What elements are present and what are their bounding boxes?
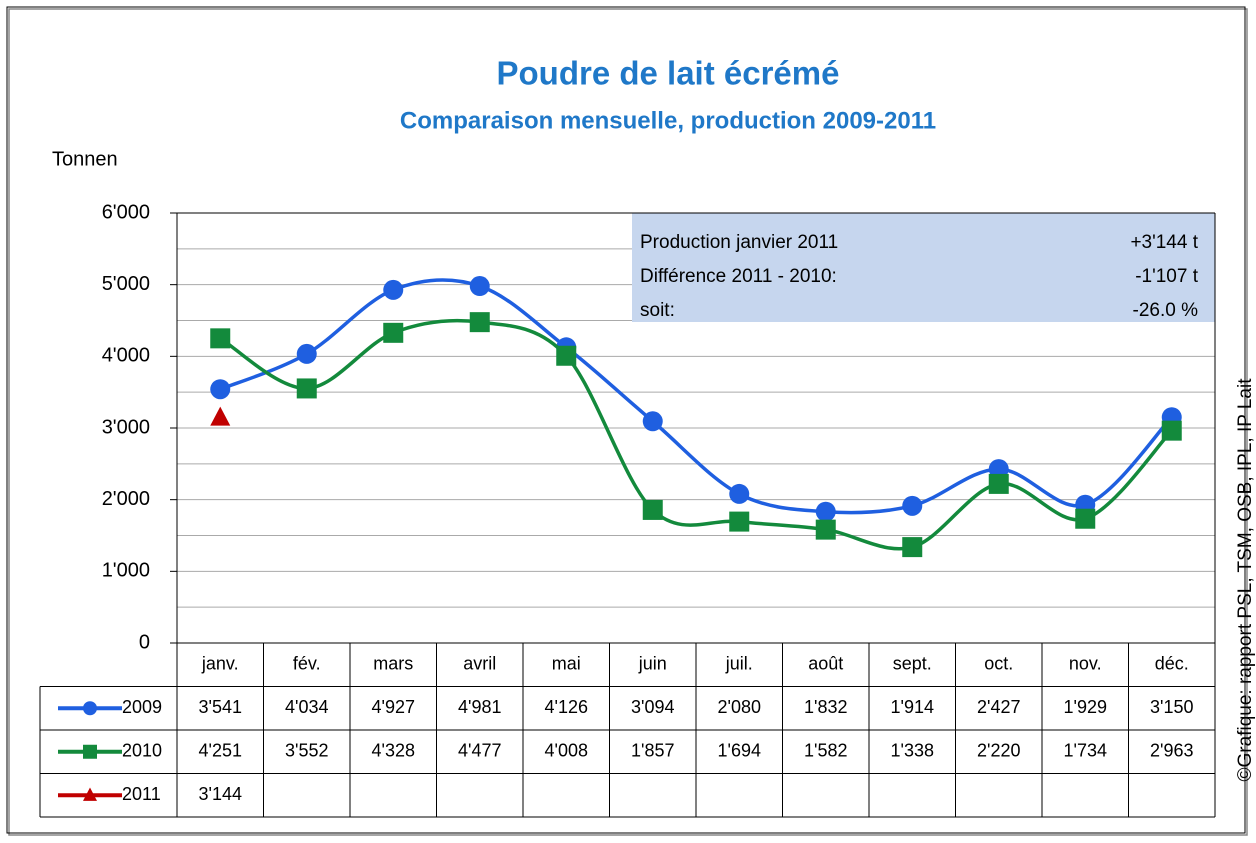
point bbox=[902, 537, 923, 558]
table-value: 3'552 bbox=[285, 741, 328, 761]
point bbox=[642, 499, 663, 520]
table-value: 1'914 bbox=[891, 697, 934, 717]
point bbox=[988, 473, 1009, 494]
y-tick-label: 6'000 bbox=[102, 201, 150, 223]
point bbox=[729, 511, 750, 532]
x-tick-label: avril bbox=[463, 654, 496, 674]
point bbox=[1075, 508, 1096, 529]
info-label: Différence 2011 - 2010: bbox=[640, 266, 837, 287]
table-value: 4'477 bbox=[458, 741, 501, 761]
point bbox=[296, 343, 317, 364]
table-value: 4'126 bbox=[545, 697, 588, 717]
info-label: Production janvier 2011 bbox=[640, 232, 838, 253]
point bbox=[296, 378, 317, 399]
x-tick-label: sept. bbox=[893, 654, 932, 674]
x-tick-label: août bbox=[808, 654, 843, 674]
table-value: 2'963 bbox=[1150, 741, 1193, 761]
table-value: 1'929 bbox=[1064, 697, 1107, 717]
source-note: ©Grafique: rapport PSL, TSM, OSB, IPL, I… bbox=[1235, 378, 1256, 782]
point bbox=[383, 322, 404, 343]
table-value: 4'927 bbox=[372, 697, 415, 717]
point bbox=[383, 279, 404, 300]
table-value: 1'734 bbox=[1064, 741, 1107, 761]
table-value: 4'251 bbox=[199, 741, 242, 761]
legend-label: 2010 bbox=[122, 741, 162, 761]
table-value: 3'150 bbox=[1150, 697, 1193, 717]
y-tick-label: 1'000 bbox=[102, 560, 150, 582]
frame-inner bbox=[6, 6, 1246, 834]
x-tick-label: fév. bbox=[293, 654, 321, 674]
point bbox=[729, 483, 750, 504]
table-value: 1'582 bbox=[804, 741, 847, 761]
table-value: 4'981 bbox=[458, 697, 501, 717]
x-tick-label: juin bbox=[638, 654, 667, 674]
table-value: 2'080 bbox=[718, 697, 761, 717]
y-tick-label: 0 bbox=[139, 631, 150, 653]
point bbox=[469, 276, 490, 297]
point bbox=[210, 379, 231, 400]
y-tick-label: 2'000 bbox=[102, 488, 150, 510]
table-value: 1'338 bbox=[891, 741, 934, 761]
y-axis-label: Tonnen bbox=[52, 148, 118, 170]
table-value: 2'427 bbox=[977, 697, 1020, 717]
table-value: 1'694 bbox=[718, 741, 761, 761]
table-value: 4'328 bbox=[372, 741, 415, 761]
point bbox=[556, 345, 577, 366]
table-value: 2'220 bbox=[977, 741, 1020, 761]
legend-marker bbox=[83, 701, 97, 716]
x-tick-label: mai bbox=[552, 654, 581, 674]
point bbox=[210, 328, 231, 349]
table-value: 3'541 bbox=[199, 697, 242, 717]
legend-label: 2011 bbox=[122, 784, 161, 804]
info-label: soit: bbox=[640, 300, 675, 321]
table-value: 3'144 bbox=[199, 784, 242, 804]
legend-label: 2009 bbox=[122, 697, 162, 717]
table-value: 1'857 bbox=[631, 741, 674, 761]
x-tick-label: déc. bbox=[1155, 654, 1189, 674]
legend-marker bbox=[83, 787, 97, 801]
chart-title: Poudre de lait écrémé bbox=[497, 55, 840, 92]
info-value: -26.0 % bbox=[1133, 300, 1199, 321]
y-tick-label: 4'000 bbox=[102, 345, 150, 367]
y-tick-label: 3'000 bbox=[102, 416, 150, 438]
point bbox=[902, 495, 923, 516]
point bbox=[1161, 420, 1182, 441]
point bbox=[815, 501, 836, 522]
point bbox=[469, 312, 490, 333]
x-tick-label: janv. bbox=[201, 654, 239, 674]
point bbox=[815, 519, 836, 540]
info-box bbox=[632, 213, 1215, 322]
x-tick-label: juil. bbox=[725, 654, 753, 674]
y-tick-label: 5'000 bbox=[102, 273, 150, 295]
x-tick-label: mars bbox=[373, 654, 413, 674]
info-value: +3'144 t bbox=[1130, 232, 1198, 253]
table-value: 1'832 bbox=[804, 697, 847, 717]
x-tick-label: oct. bbox=[984, 654, 1013, 674]
point bbox=[210, 406, 231, 426]
table-value: 4'034 bbox=[285, 697, 328, 717]
legend-marker bbox=[83, 744, 97, 759]
chart-subtitle: Comparaison mensuelle, production 2009-2… bbox=[400, 107, 936, 134]
table-value: 3'094 bbox=[631, 697, 674, 717]
info-value: -1'107 t bbox=[1135, 266, 1199, 287]
x-tick-label: nov. bbox=[1069, 654, 1102, 674]
table-value: 4'008 bbox=[545, 741, 588, 761]
point bbox=[642, 411, 663, 432]
